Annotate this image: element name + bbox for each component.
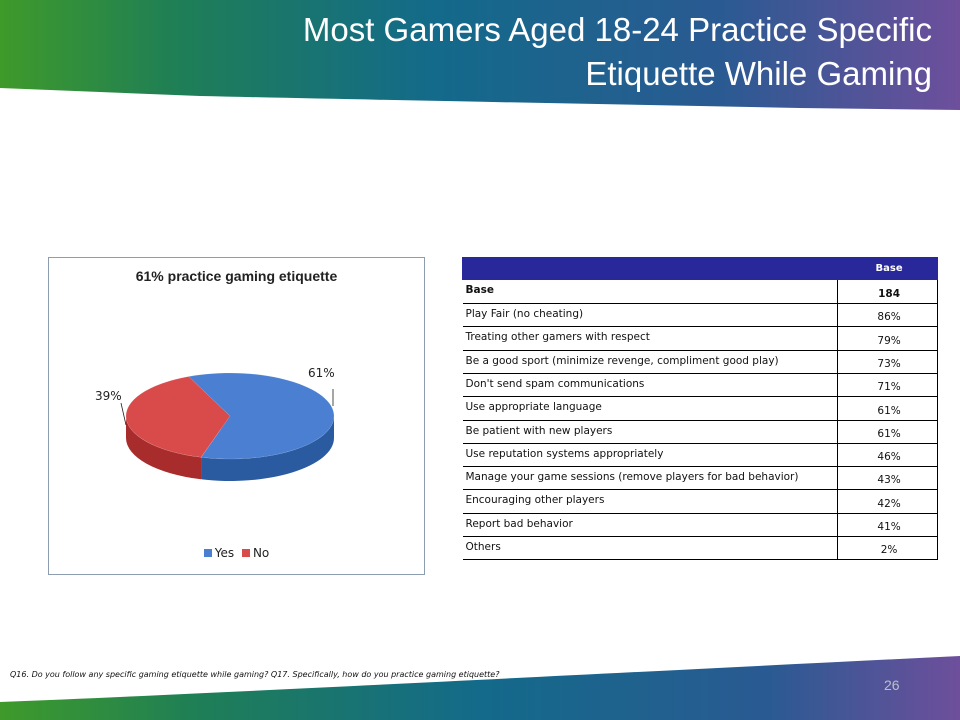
row-value: 42% [837, 489, 938, 514]
table-row: Encouraging other players 42% [462, 489, 938, 514]
table-row: Use appropriate language 61% [462, 396, 938, 421]
chart-legend: Yes No [49, 546, 424, 560]
table-row: Be a good sport (minimize revenge, compl… [462, 350, 938, 374]
page-number: 26 [884, 677, 900, 693]
table-row: Don't send spam communications 71% [462, 373, 938, 398]
row-label: Play Fair (no cheating) [462, 303, 838, 328]
legend-swatch-no [241, 549, 250, 557]
table-row: Be patient with new players 61% [462, 420, 938, 444]
table-header-base: Base [837, 257, 938, 281]
row-value: 41% [837, 513, 938, 538]
row-label: Don't send spam communications [462, 373, 838, 398]
row-label: Treating other gamers with respect [462, 326, 838, 351]
pie-chart-panel: 61% 39% 61% practice gaming etiquette Yes… [48, 257, 425, 575]
row-label: Base [462, 280, 838, 305]
table-header-row: Base [461, 257, 938, 281]
etiquette-table: Base Base 184 Play Fair (no cheating) 86% Tr… [461, 257, 938, 561]
legend-label-yes: Yes [214, 546, 235, 560]
footnote: Q16. Do you follow any specific gaming e… [10, 670, 500, 679]
row-label: Be a good sport (minimize revenge, compl… [462, 350, 838, 374]
pie-slice-no [125, 376, 231, 458]
footer-band [0, 656, 960, 720]
header-band [0, 0, 960, 110]
data-label-yes: 61% [308, 366, 335, 380]
row-label: Report bad behavior [462, 513, 838, 538]
row-label: Be patient with new players [462, 420, 838, 444]
table-row: Manage your game sessions (remove player… [462, 466, 938, 491]
table-row: Treating other gamers with respect 79% [462, 326, 938, 351]
row-label: Manage your game sessions (remove player… [462, 466, 838, 491]
pie-chart: 61% 39% [95, 366, 335, 481]
row-value: 61% [837, 396, 938, 421]
pie-slice-yes [188, 372, 335, 460]
row-label: Others [462, 536, 838, 561]
row-value: 43% [837, 466, 938, 491]
slide-title: Most Gamers Aged 18-24 Practice Specific… [302, 11, 932, 92]
row-value: 86% [837, 303, 938, 328]
row-value: 2% [837, 536, 938, 561]
legend-label-no: No [252, 546, 270, 560]
row-value: 46% [837, 443, 938, 468]
row-value: 71% [837, 373, 938, 398]
table-row: Others 2% [462, 536, 938, 561]
leader-line [120, 402, 127, 426]
table-header-label [461, 257, 838, 281]
legend-item-yes: Yes [203, 546, 235, 560]
row-value: 61% [837, 420, 938, 444]
legend-item-no: No [241, 546, 270, 560]
legend-swatch-yes [203, 549, 212, 557]
table-row: Use reputation systems appropriately 46% [462, 443, 938, 468]
row-label: Use reputation systems appropriately [462, 443, 838, 468]
row-value: 79% [837, 326, 938, 351]
table-row: Base 184 [462, 280, 938, 305]
table-body: Base 184 Play Fair (no cheating) 86% Treatin… [462, 280, 938, 561]
row-value: 73% [837, 350, 938, 374]
chart-title: 61% practice gaming etiquette [135, 268, 338, 284]
data-label-no: 39% [95, 389, 122, 403]
row-label: Use appropriate language [462, 396, 838, 421]
table-row: Report bad behavior 41% [462, 513, 938, 538]
table-row: Play Fair (no cheating) 86% [462, 303, 938, 328]
pie-slice-yes-side [201, 416, 334, 481]
pie-slice-no-side [126, 416, 202, 480]
row-label: Encouraging other players [462, 489, 838, 514]
row-value: 184 [837, 280, 938, 305]
